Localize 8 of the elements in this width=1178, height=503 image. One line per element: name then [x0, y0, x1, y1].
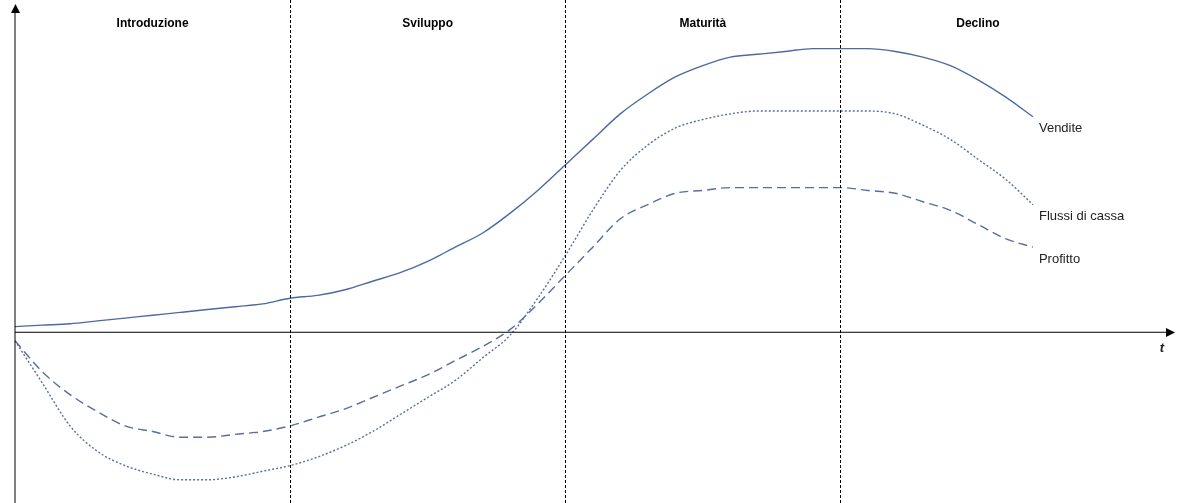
series-label: Profitto	[1038, 250, 1081, 266]
text: Introduzione	[116, 16, 189, 31]
text: Sviluppo	[402, 16, 454, 31]
series-label: Flussi di cassa	[1038, 208, 1125, 224]
x-axis-title: t	[1159, 339, 1165, 355]
text: Maturità	[679, 16, 727, 31]
series-label: Vendite	[1038, 120, 1083, 136]
text: Declino	[956, 16, 1000, 31]
